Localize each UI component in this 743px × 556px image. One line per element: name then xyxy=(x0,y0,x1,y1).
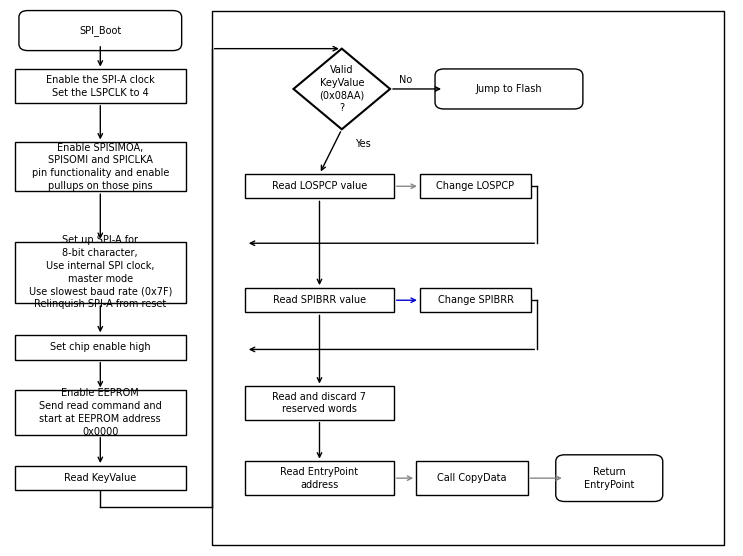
Text: No: No xyxy=(399,75,412,85)
FancyBboxPatch shape xyxy=(435,69,583,109)
Text: Enable the SPI-A clock
Set the LSPCLK to 4: Enable the SPI-A clock Set the LSPCLK to… xyxy=(46,75,155,98)
Text: Change SPIBRR: Change SPIBRR xyxy=(438,295,513,305)
Text: Call CopyData: Call CopyData xyxy=(437,473,507,483)
Bar xyxy=(212,11,724,545)
Polygon shape xyxy=(293,49,390,130)
FancyBboxPatch shape xyxy=(19,11,181,51)
Bar xyxy=(15,142,186,191)
Text: Change LOSPCP: Change LOSPCP xyxy=(436,181,515,191)
Text: Yes: Yes xyxy=(355,139,371,149)
Bar xyxy=(15,70,186,103)
FancyBboxPatch shape xyxy=(556,455,663,502)
Text: Read LOSPCP value: Read LOSPCP value xyxy=(272,181,367,191)
Text: Enable EEPROM
Send read command and
start at EEPROM address
0x0000: Enable EEPROM Send read command and star… xyxy=(39,388,162,437)
Text: SPI_Boot: SPI_Boot xyxy=(80,25,121,36)
Bar xyxy=(245,461,394,495)
Bar xyxy=(15,390,186,435)
Bar xyxy=(245,174,394,198)
Text: Read SPIBRR value: Read SPIBRR value xyxy=(273,295,366,305)
Text: Valid
KeyValue
(0x08AA)
?: Valid KeyValue (0x08AA) ? xyxy=(319,64,364,113)
Text: Return
EntryPoint: Return EntryPoint xyxy=(584,466,635,490)
Bar xyxy=(245,386,394,420)
Text: Set chip enable high: Set chip enable high xyxy=(50,342,151,353)
Text: Read EntryPoint
address: Read EntryPoint address xyxy=(280,466,359,490)
Text: Enable SPISIMOA,
SPISOMI and SPICLKA
pin functionality and enable
pullups on tho: Enable SPISIMOA, SPISOMI and SPICLKA pin… xyxy=(32,142,169,191)
Bar xyxy=(420,174,531,198)
Text: Read KeyValue: Read KeyValue xyxy=(64,473,137,483)
Bar xyxy=(416,461,528,495)
Bar xyxy=(245,288,394,312)
Text: Jump to Flash: Jump to Flash xyxy=(476,84,542,94)
Bar xyxy=(15,335,186,360)
Text: Read and discard 7
reserved words: Read and discard 7 reserved words xyxy=(273,391,366,415)
Text: Set up SPI-A for
8-bit character,
Use internal SPI clock,
master mode
Use slowes: Set up SPI-A for 8-bit character, Use in… xyxy=(29,235,172,310)
Bar xyxy=(420,288,531,312)
Bar xyxy=(15,242,186,303)
Bar xyxy=(15,466,186,490)
